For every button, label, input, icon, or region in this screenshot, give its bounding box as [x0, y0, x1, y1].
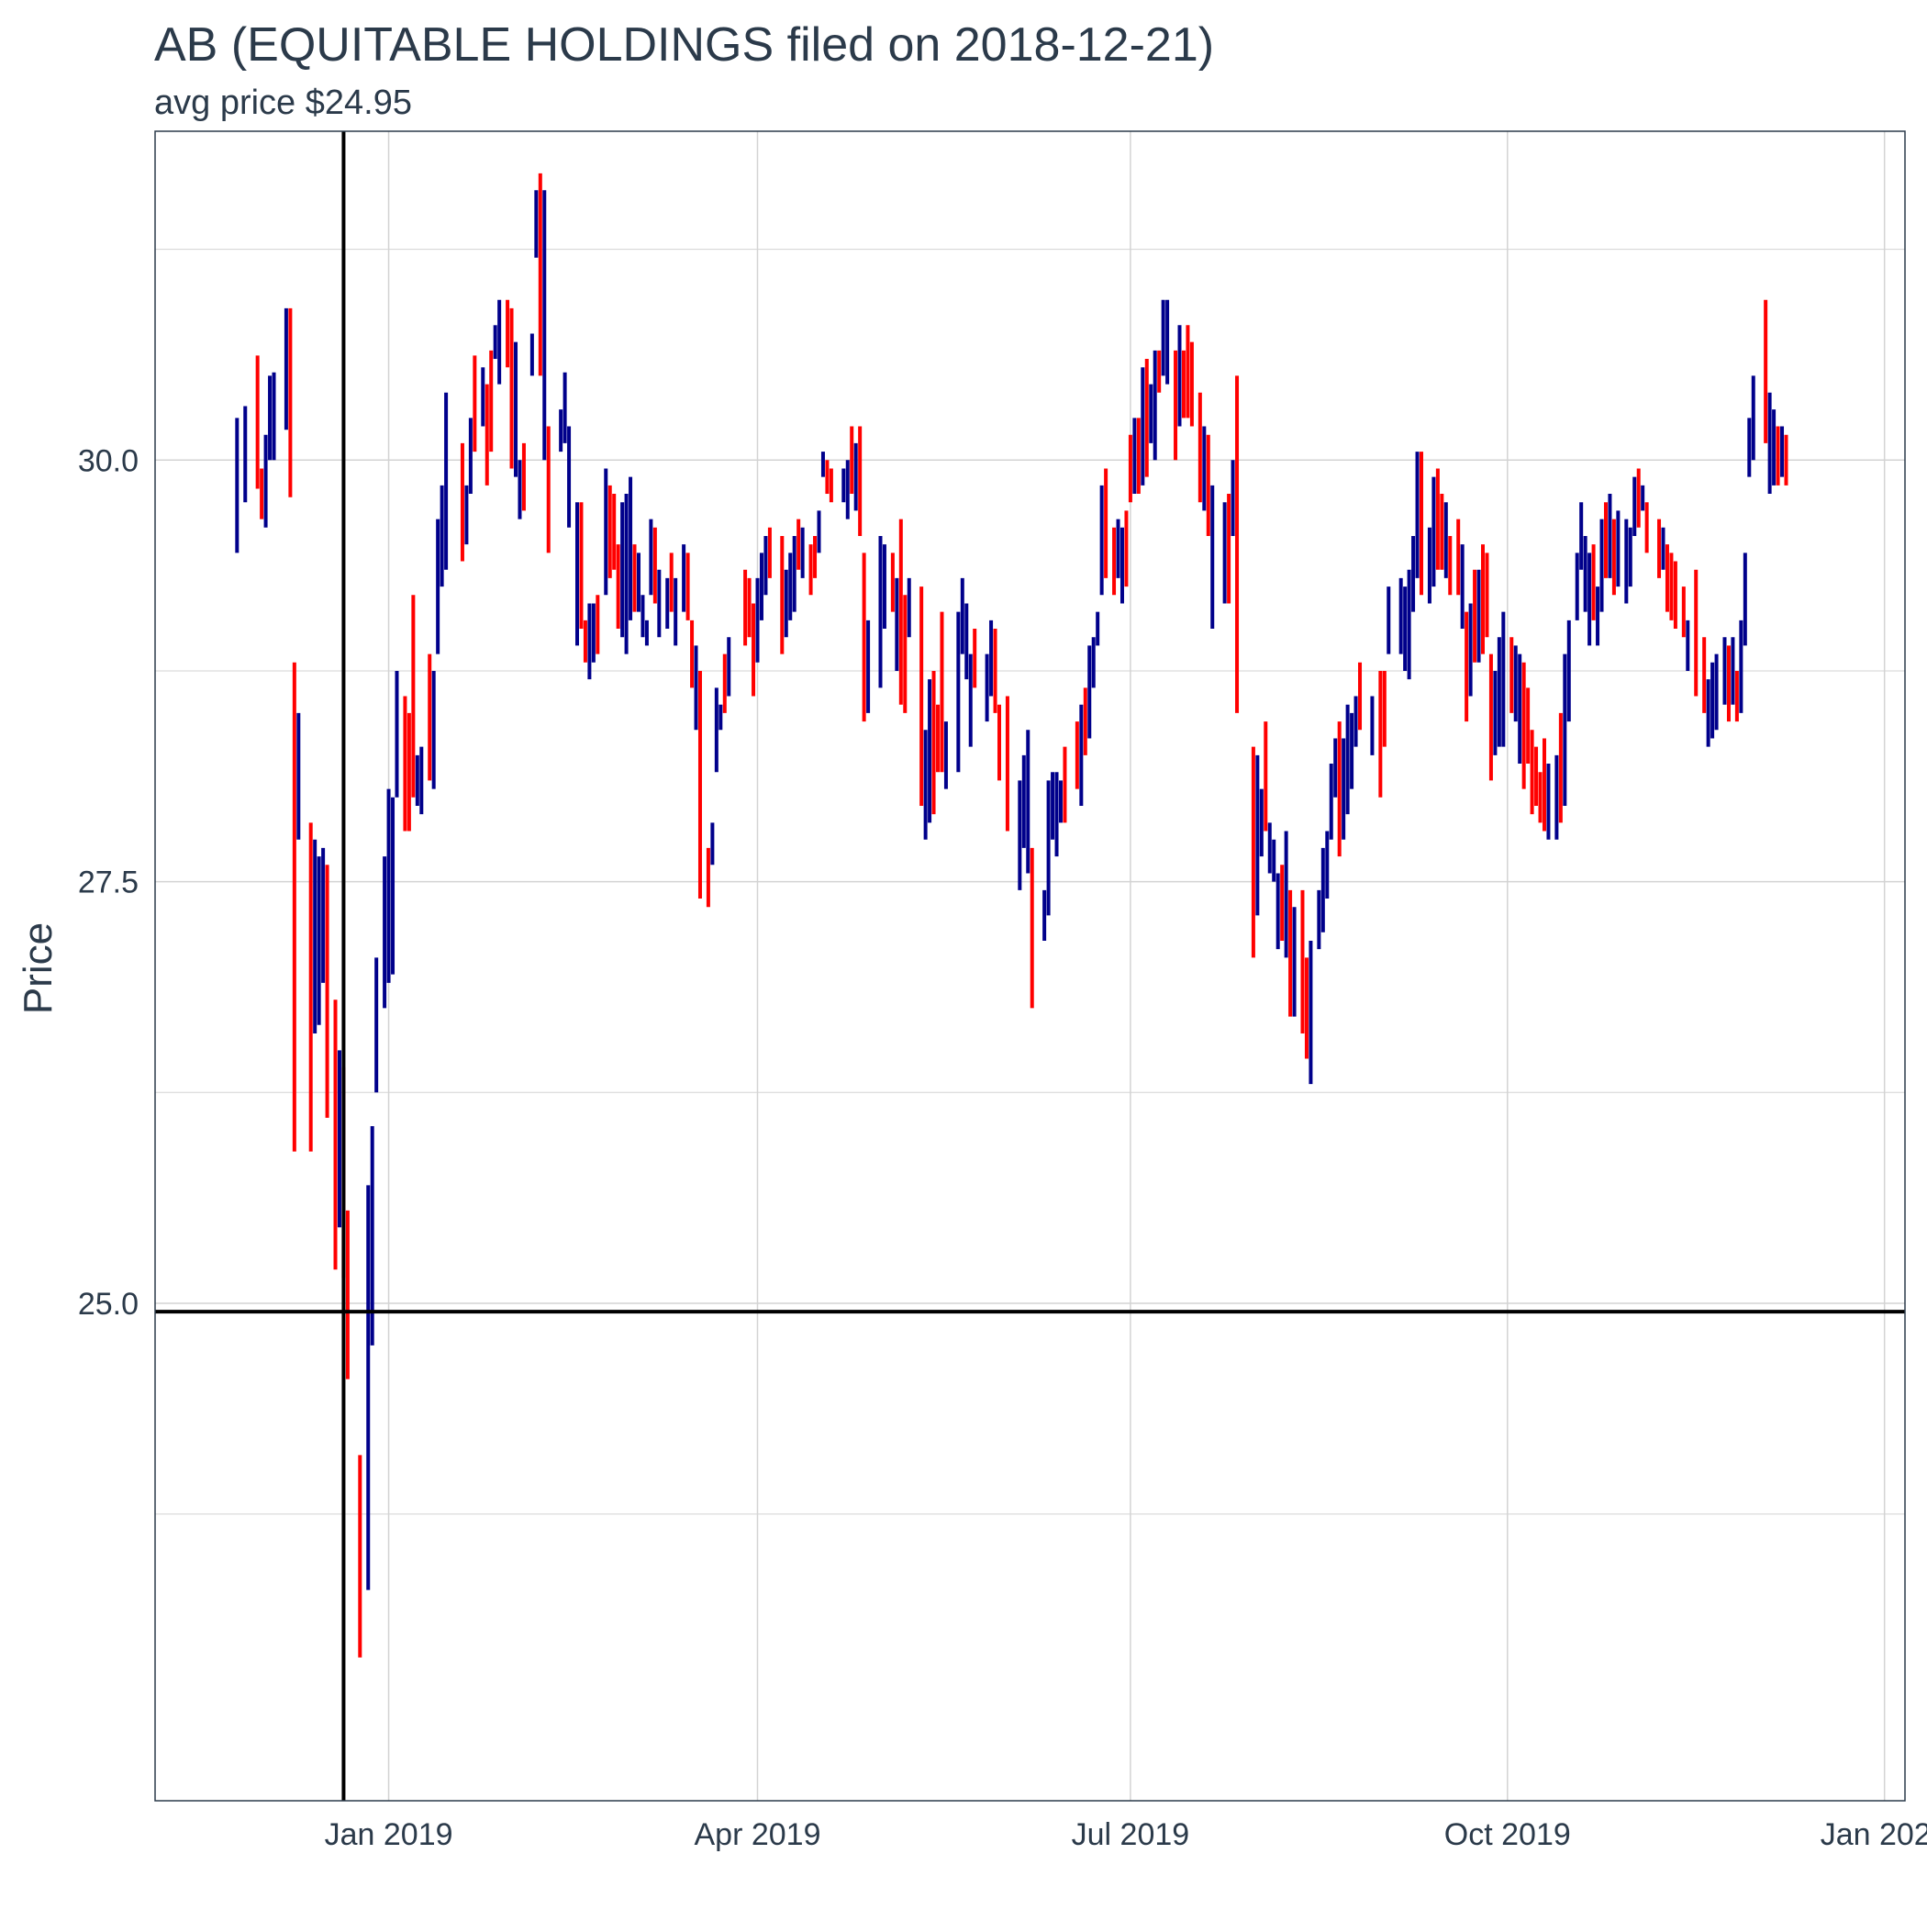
y-tick-label: 30.0	[78, 443, 139, 478]
y-tick-label: 27.5	[78, 865, 139, 900]
reference-lines	[155, 131, 1905, 1801]
x-tick-label: Jul 2019	[1072, 1817, 1190, 1852]
plot-panel-border	[155, 131, 1905, 1801]
chart-title: AB (EQUITABLE HOLDINGS filed on 2018-12-…	[154, 18, 1214, 72]
x-tick-label: Jan 2020	[1821, 1817, 1927, 1852]
axis-labels: 25.0 27.5 30.0 Jan 2019 Apr 2019 Jul 2019 Oct …	[78, 443, 1927, 1852]
chart-subtitle: avg price $24.95	[154, 84, 412, 122]
grid-layer	[155, 131, 1905, 1801]
x-tick-label: Oct 2019	[1444, 1817, 1571, 1852]
bars-layer	[237, 173, 1786, 1658]
x-tick-label: Apr 2019	[695, 1817, 821, 1852]
x-tick-label: Jan 2019	[325, 1817, 453, 1852]
y-axis-label: Price	[16, 922, 61, 1014]
y-tick-label: 25.0	[78, 1287, 139, 1322]
